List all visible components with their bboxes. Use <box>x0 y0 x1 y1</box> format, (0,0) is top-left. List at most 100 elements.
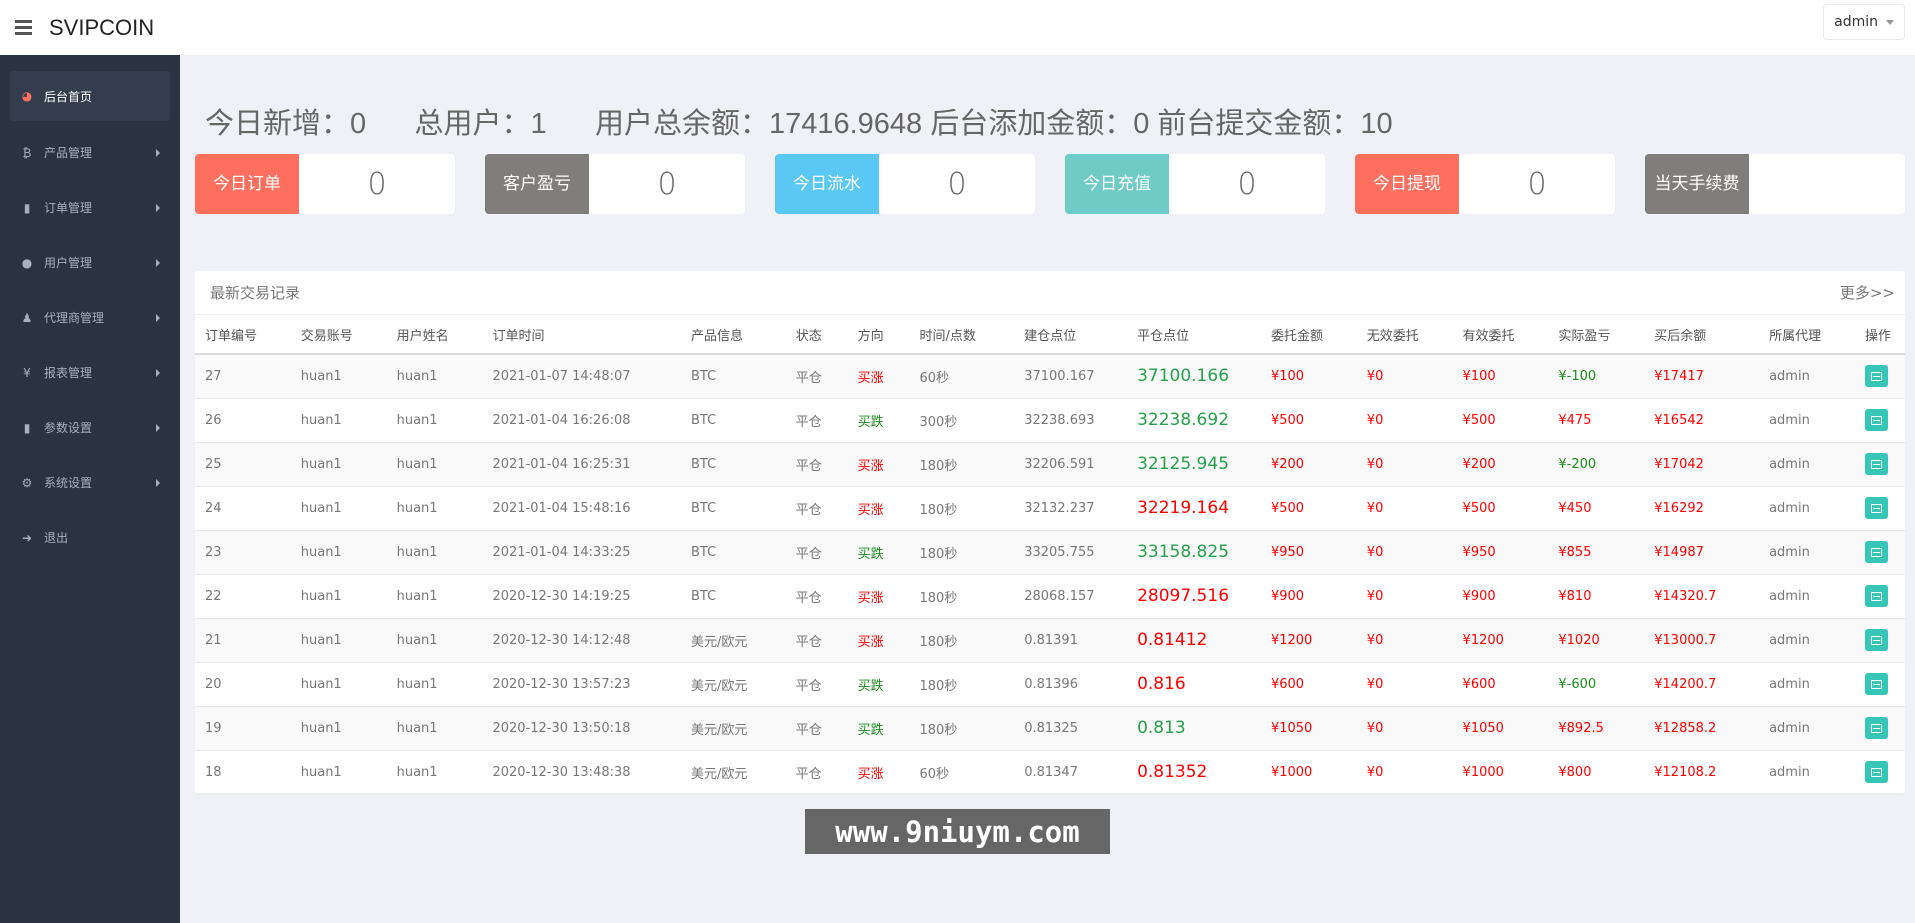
sidebar-item-label: 报表管理 <box>44 366 93 380</box>
stat-card-label: 今日 提现 <box>1355 154 1459 214</box>
cell-平仓点位: 32219.164 <box>1127 486 1261 531</box>
cell-时间/点数: 60秒 <box>909 354 1015 399</box>
cell-建仓点位: 0.81396 <box>1014 662 1128 707</box>
cell-时间/点数: 180秒 <box>909 618 1015 663</box>
sidebar-item-3[interactable]: ● 用户管理 <box>0 235 180 290</box>
stat-card-value <box>1749 154 1905 214</box>
caret-right-icon <box>156 478 160 487</box>
cell-订单时间: 2021-01-04 16:25:31 <box>482 442 681 487</box>
stat-card: 今日 流水 0 <box>775 154 1035 214</box>
list-icon <box>1870 371 1882 381</box>
column-header: 买后余额 <box>1644 315 1760 355</box>
cell-交易账号: huan1 <box>290 442 387 487</box>
cell-有效委托: ¥900 <box>1452 574 1549 619</box>
cell-用户姓名: huan1 <box>386 706 483 751</box>
cell-实际盈亏: ¥810 <box>1548 574 1645 619</box>
view-detail-button[interactable] <box>1864 629 1888 651</box>
view-detail-button[interactable] <box>1864 585 1888 607</box>
cell-买后余额: ¥17042 <box>1644 442 1760 487</box>
cell-有效委托: ¥950 <box>1452 530 1549 575</box>
view-detail-button[interactable] <box>1864 717 1888 739</box>
cell-平仓点位: 32238.692 <box>1127 398 1261 443</box>
cell-交易账号: huan1 <box>290 750 387 795</box>
cell-订单时间: 2020-12-30 13:48:38 <box>482 750 681 795</box>
sidebar-item-label: 系统设置 <box>44 476 93 490</box>
cell-买后余额: ¥13000.7 <box>1644 618 1760 663</box>
view-detail-button[interactable] <box>1864 497 1888 519</box>
files-icon: ▮ <box>23 420 31 435</box>
column-header: 订单编号 <box>195 315 291 355</box>
cell-实际盈亏: ¥800 <box>1548 750 1645 795</box>
cell-交易账号: huan1 <box>290 706 387 751</box>
sidebar-item-1[interactable]: ₿ 产品管理 <box>0 125 180 180</box>
sidebar-item-4[interactable]: ♟ 代理商管理 <box>0 290 180 345</box>
cell-状态: 平仓 <box>785 662 848 707</box>
cell-订单时间: 2021-01-04 16:26:08 <box>482 398 681 443</box>
gears-icon: ⚙ <box>21 475 33 490</box>
stat-card: 今日 订单 0 <box>195 154 455 214</box>
cell-用户姓名: huan1 <box>386 530 483 575</box>
stat-card-value: 0 <box>947 166 967 202</box>
sidebar-item-8[interactable]: ➜ 退出 <box>0 510 180 565</box>
caret-right-icon <box>156 423 160 432</box>
sidebar-item-5[interactable]: ¥ 报表管理 <box>0 345 180 400</box>
cell-产品信息: BTC <box>680 398 786 443</box>
stat-card-label: 当天 手续费 <box>1645 154 1749 214</box>
cell-委托金额: ¥1200 <box>1260 618 1357 663</box>
user-name: admin <box>1834 14 1878 30</box>
cell-产品信息: BTC <box>680 354 786 399</box>
sidebar-item-2[interactable]: ▮ 订单管理 <box>0 180 180 235</box>
trades-table: 订单编号 交易账号 用户姓名 订单时间 产品信息 状态 方向 时间/点数 建仓点位 平仓点位 委托金… <box>195 315 1905 795</box>
view-detail-button[interactable] <box>1864 673 1888 695</box>
cell-买后余额: ¥16292 <box>1644 486 1760 531</box>
cell-买后余额: ¥12108.2 <box>1644 750 1760 795</box>
menu-toggle-icon[interactable] <box>15 20 32 35</box>
view-detail-button[interactable] <box>1864 453 1888 475</box>
cell-委托金额: ¥600 <box>1260 662 1357 707</box>
cell-产品信息: BTC <box>680 574 786 619</box>
list-icon <box>1870 547 1882 557</box>
cell-方向: 买涨 <box>847 574 910 619</box>
view-detail-button[interactable] <box>1864 409 1888 431</box>
cell-订单编号: 18 <box>195 750 291 795</box>
cell-action <box>1854 706 1905 751</box>
more-link[interactable]: 更多>> <box>1839 284 1895 302</box>
sidebar-item-7[interactable]: ⚙ 系统设置 <box>0 455 180 510</box>
label-line: 充值 <box>1117 174 1151 194</box>
cell-委托金额: ¥200 <box>1260 442 1357 487</box>
cell-方向: 买跌 <box>847 398 910 443</box>
cell-action <box>1854 618 1905 663</box>
table-row: 25 huan1 huan1 2021-01-04 16:25:31 BTC 平仓 买涨 18… <box>195 442 1905 487</box>
column-header: 所属代理 <box>1759 315 1855 355</box>
cell-无效委托: ¥0 <box>1356 530 1453 575</box>
cell-所属代理: admin <box>1759 662 1855 707</box>
cell-状态: 平仓 <box>785 354 848 399</box>
column-header: 方向 <box>847 315 910 355</box>
cell-订单编号: 25 <box>195 442 291 487</box>
label-line: 今日 <box>793 174 827 194</box>
cell-委托金额: ¥500 <box>1260 398 1357 443</box>
sidebar-item-6[interactable]: ▮ 参数设置 <box>0 400 180 455</box>
stats-summary: 今日新增：0 总用户：1 用户总余额：17416.9648 后台添加金额：0 前… <box>205 108 1393 140</box>
cell-平仓点位: 0.81412 <box>1127 618 1261 663</box>
sidebar-item-0[interactable]: ◕ 后台首页 <box>10 71 170 121</box>
cell-平仓点位: 37100.166 <box>1127 354 1261 399</box>
cell-平仓点位: 0.813 <box>1127 706 1261 751</box>
cell-买后余额: ¥14200.7 <box>1644 662 1760 707</box>
cell-时间/点数: 300秒 <box>909 398 1015 443</box>
view-detail-button[interactable] <box>1864 541 1888 563</box>
view-detail-button[interactable] <box>1864 365 1888 388</box>
cell-实际盈亏: ¥475 <box>1548 398 1645 443</box>
user-dropdown[interactable]: admin <box>1823 4 1905 40</box>
cell-状态: 平仓 <box>785 618 848 663</box>
cell-订单时间: 2020-12-30 14:12:48 <box>482 618 681 663</box>
cell-订单编号: 21 <box>195 618 291 663</box>
cell-方向: 买跌 <box>847 706 910 751</box>
sidebar-item-label: 订单管理 <box>44 201 93 215</box>
label-line: 提现 <box>1407 174 1441 194</box>
stat-card-label: 今日 流水 <box>775 154 879 214</box>
label-line: 订单 <box>247 174 281 194</box>
cell-action <box>1854 530 1905 575</box>
view-detail-button[interactable] <box>1864 761 1888 783</box>
sidebar-item-label: 退出 <box>44 531 69 545</box>
